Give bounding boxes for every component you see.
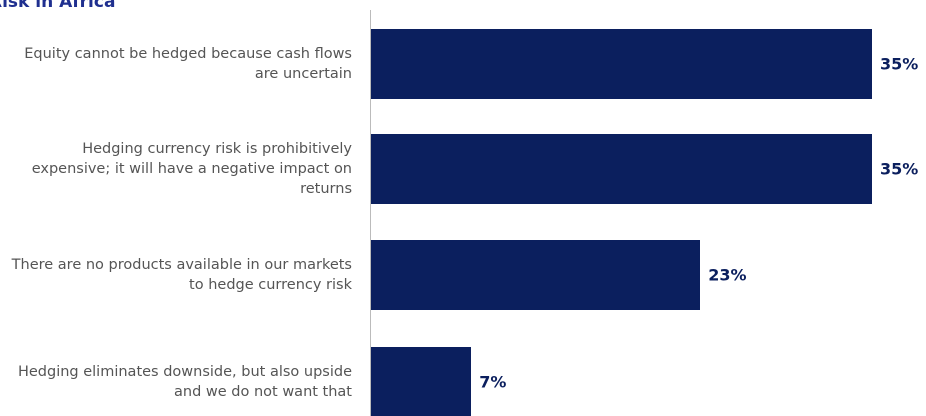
bar	[371, 28, 872, 99]
bar	[371, 134, 872, 204]
bar	[371, 347, 472, 416]
data-label: 7%	[479, 372, 507, 392]
category-label: Equity cannot be hedged because cash flo…	[24, 45, 352, 82]
category-label: Hedging currency risk is prohibitively e…	[31, 141, 352, 197]
category-label: Hedging eliminates downside, but also up…	[17, 364, 352, 400]
data-label: 35%	[880, 159, 919, 179]
category-label: There are no products available in our m…	[11, 257, 352, 293]
axis-line	[370, 10, 371, 416]
data-label: 23%	[708, 265, 747, 285]
data-label: 35%	[880, 54, 919, 73]
bar	[371, 240, 701, 310]
chart-title: Risk in Africa	[0, 0, 116, 12]
